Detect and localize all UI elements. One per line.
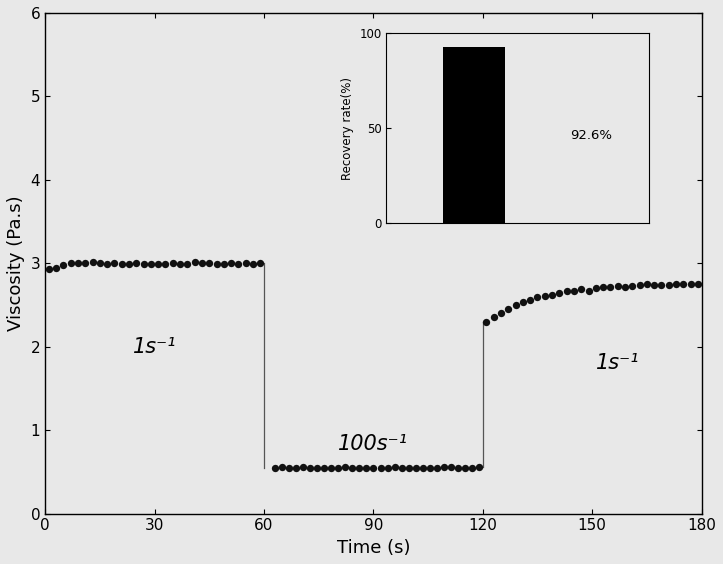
Point	[677, 280, 689, 289]
Point	[181, 259, 193, 268]
Point	[116, 259, 127, 268]
Point	[382, 464, 393, 473]
Point	[145, 260, 157, 269]
Point	[233, 259, 244, 268]
Point	[524, 296, 536, 305]
Point	[663, 280, 675, 289]
Point	[583, 286, 594, 295]
Point	[72, 259, 84, 268]
Point	[153, 259, 164, 268]
Point	[389, 463, 401, 472]
Text: 1s⁻¹: 1s⁻¹	[133, 337, 176, 357]
Point	[189, 258, 200, 267]
X-axis label: Time (s): Time (s)	[337, 539, 410, 557]
Point	[627, 281, 638, 290]
Point	[167, 259, 179, 268]
Point	[466, 463, 478, 472]
Point	[561, 286, 573, 295]
Point	[240, 258, 252, 267]
Point	[554, 288, 565, 297]
Point	[87, 258, 98, 267]
Point	[58, 261, 69, 270]
Point	[174, 259, 186, 268]
Point	[502, 305, 514, 314]
Point	[51, 263, 62, 272]
Point	[123, 259, 134, 268]
Point	[495, 309, 507, 318]
Point	[576, 284, 587, 293]
Point	[108, 258, 120, 267]
Point	[417, 464, 429, 473]
Point	[604, 283, 616, 292]
Point	[481, 318, 492, 327]
Text: 100s⁻¹: 100s⁻¹	[338, 434, 408, 455]
Point	[431, 463, 442, 472]
Point	[368, 464, 380, 473]
Point	[531, 293, 543, 302]
Point	[196, 259, 208, 268]
Point	[568, 286, 580, 295]
Point	[656, 281, 667, 290]
Point	[318, 464, 330, 473]
Point	[210, 259, 222, 268]
Point	[218, 259, 230, 268]
Point	[474, 463, 485, 472]
Point	[685, 280, 696, 289]
Point	[692, 279, 703, 288]
Point	[361, 464, 372, 473]
Point	[247, 259, 259, 268]
Point	[290, 464, 301, 473]
Point	[634, 281, 646, 290]
Point	[131, 259, 142, 268]
Point	[517, 297, 529, 306]
Text: 1s⁻¹: 1s⁻¹	[596, 354, 639, 373]
Point	[424, 464, 436, 473]
Point	[547, 290, 558, 299]
Point	[203, 259, 215, 268]
Point	[226, 259, 237, 268]
Point	[276, 462, 288, 472]
Point	[101, 259, 113, 268]
Point	[333, 463, 344, 472]
Point	[619, 283, 630, 292]
Point	[346, 463, 358, 472]
Point	[340, 463, 351, 472]
Point	[269, 464, 281, 473]
Point	[597, 283, 609, 292]
Point	[539, 291, 551, 300]
Point	[312, 463, 323, 472]
Point	[254, 259, 266, 268]
Point	[160, 259, 171, 268]
Point	[403, 464, 414, 473]
Point	[438, 463, 450, 472]
Point	[80, 259, 91, 268]
Point	[459, 464, 471, 473]
Point	[94, 258, 106, 267]
Point	[510, 301, 521, 310]
Point	[325, 464, 337, 473]
Point	[375, 464, 386, 473]
Point	[410, 463, 422, 472]
Point	[43, 264, 54, 273]
Point	[138, 260, 150, 269]
Point	[445, 463, 457, 472]
Point	[612, 282, 623, 291]
Point	[649, 281, 660, 290]
Point	[670, 279, 682, 288]
Point	[283, 463, 295, 472]
Point	[488, 312, 500, 321]
Point	[304, 464, 316, 473]
Point	[452, 464, 463, 473]
Point	[354, 463, 365, 472]
Point	[65, 258, 77, 267]
Point	[641, 280, 653, 289]
Y-axis label: Viscosity (Pa.s): Viscosity (Pa.s)	[7, 196, 25, 331]
Point	[590, 283, 602, 292]
Point	[396, 463, 408, 472]
Point	[297, 463, 309, 472]
